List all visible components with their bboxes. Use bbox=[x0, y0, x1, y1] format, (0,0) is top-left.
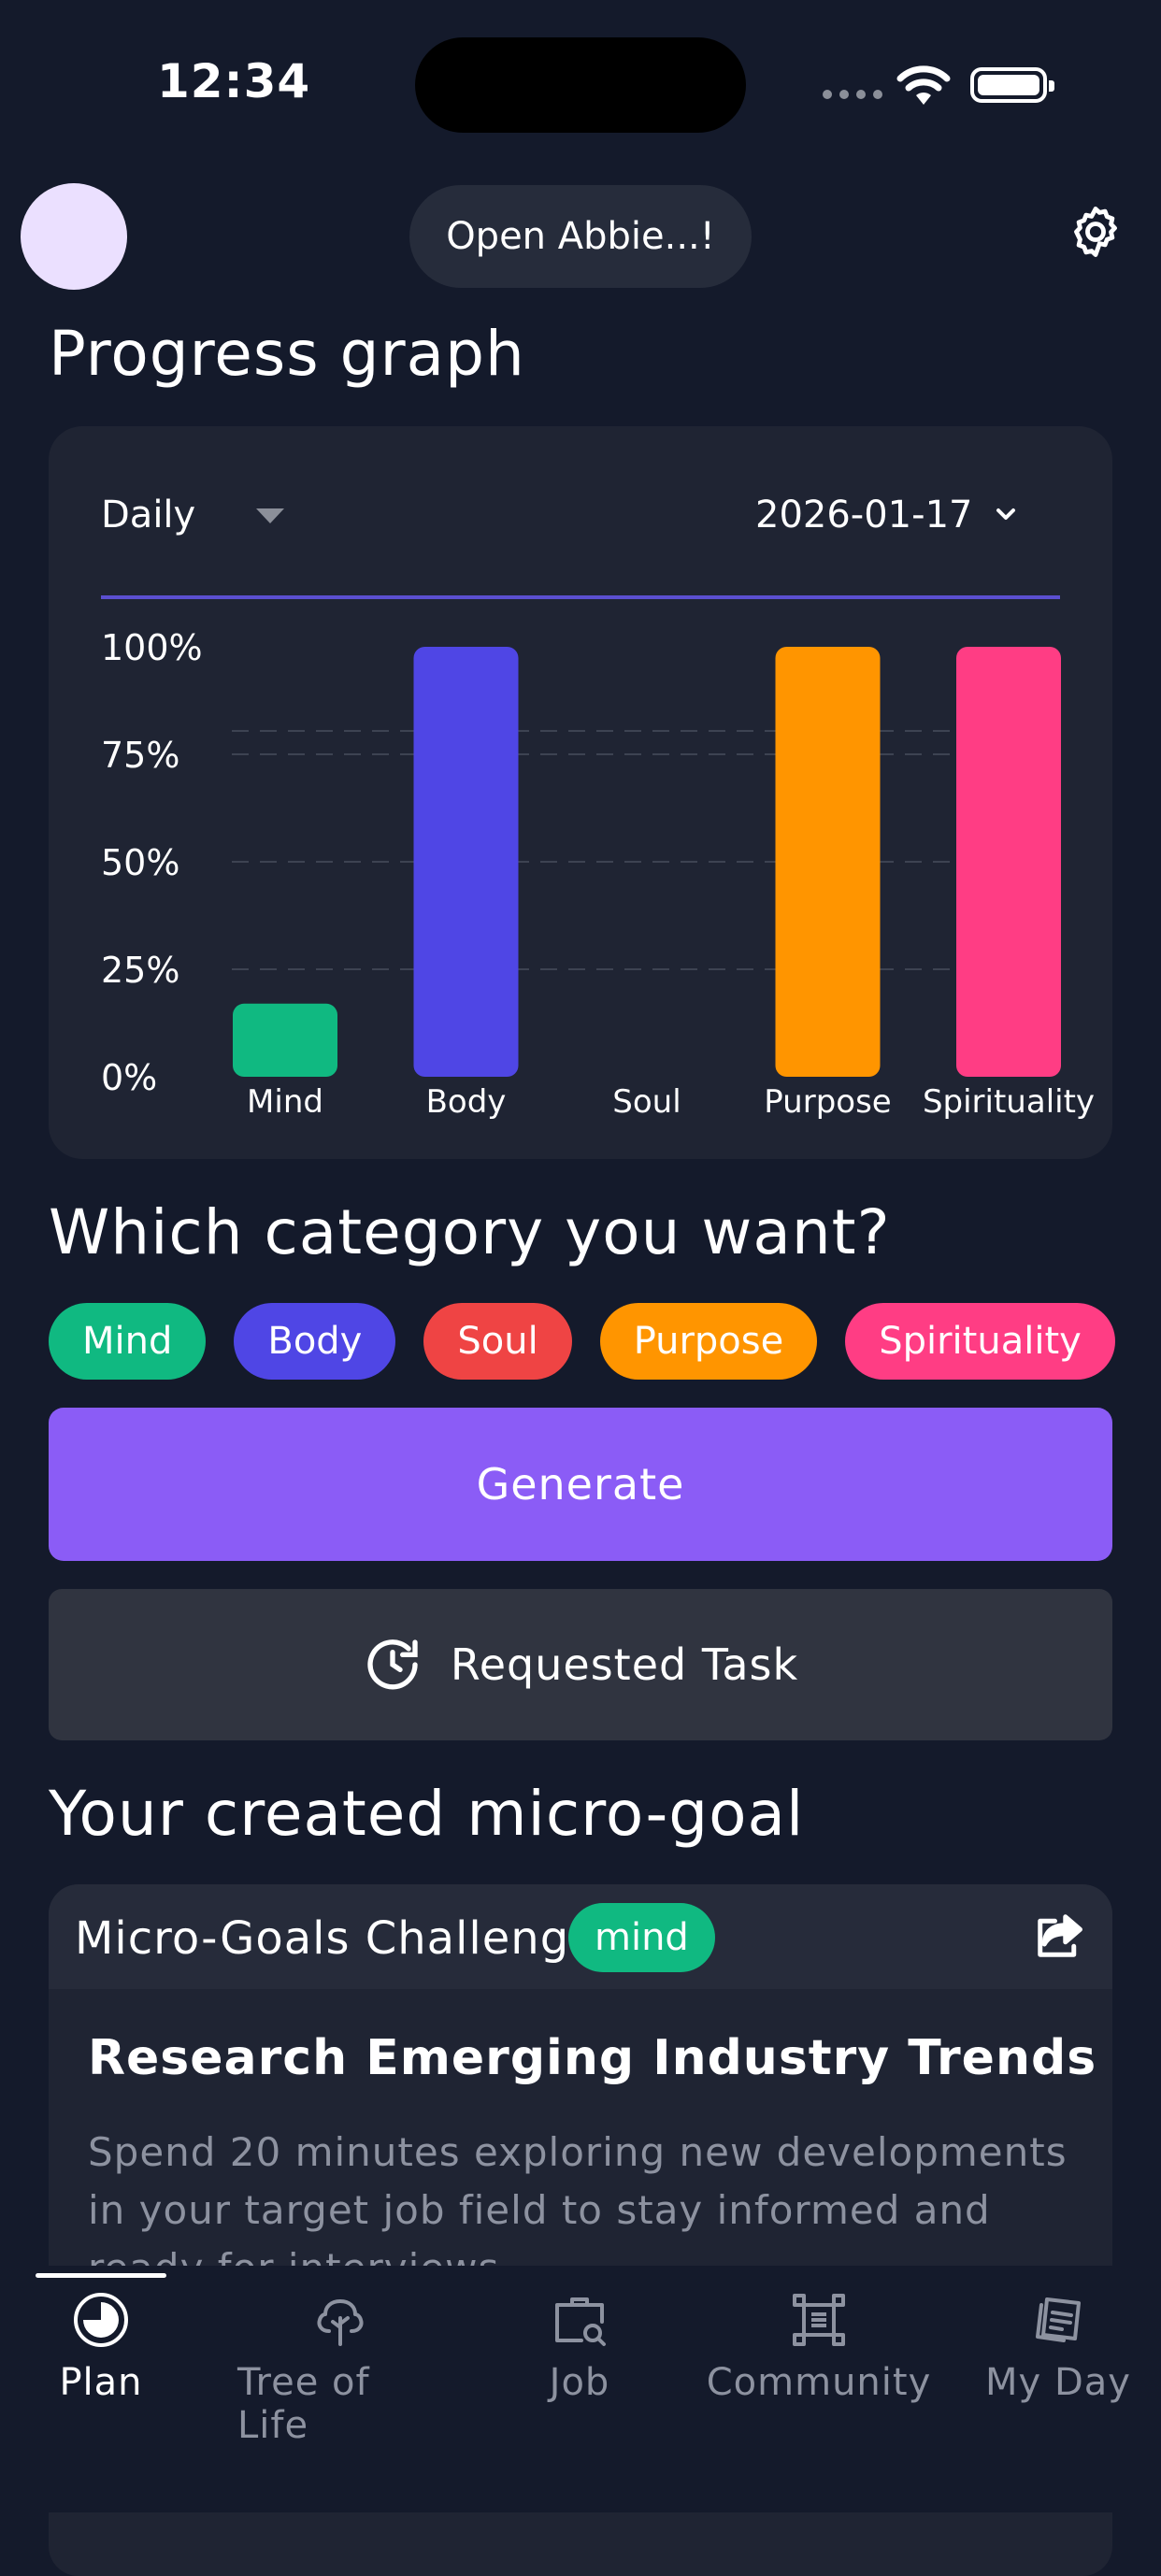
category-chip-soul[interactable]: Soul bbox=[423, 1303, 572, 1380]
caret-down-icon[interactable] bbox=[256, 508, 284, 523]
period-dropdown[interactable]: Daily bbox=[101, 494, 196, 537]
category-chip-purpose[interactable]: Purpose bbox=[599, 1303, 818, 1380]
y-tick-label: 75% bbox=[101, 735, 179, 776]
nav-label-my-day: My Day bbox=[985, 2361, 1131, 2404]
avatar[interactable] bbox=[21, 183, 127, 290]
requested-task-button[interactable]: Requested Task bbox=[49, 1589, 1112, 1740]
bar-spirituality bbox=[956, 647, 1061, 1077]
x-tick-label: Spirituality bbox=[923, 1083, 1095, 1121]
y-tick-label: 50% bbox=[101, 842, 179, 883]
pie-chart-icon bbox=[74, 2293, 128, 2347]
community-frame-icon bbox=[793, 2294, 845, 2346]
nav-item-plan[interactable]: Plan bbox=[0, 2290, 204, 2404]
y-tick-label: 100% bbox=[101, 627, 203, 668]
micro-goal-title: Your created micro-goal bbox=[49, 1778, 805, 1850]
wifi-icon bbox=[896, 65, 951, 105]
clock-refresh-icon bbox=[367, 1639, 418, 1690]
category-chip-body[interactable]: Body bbox=[234, 1303, 396, 1380]
category-title: Which category you want? bbox=[49, 1196, 891, 1268]
bar-body bbox=[413, 647, 519, 1077]
progress-graph-title: Progress graph bbox=[49, 318, 525, 390]
nav-label-community: Community bbox=[706, 2361, 932, 2404]
x-tick-label: Soul bbox=[612, 1083, 681, 1121]
nav-label-plan: Plan bbox=[59, 2361, 143, 2404]
dynamic-island bbox=[415, 37, 746, 133]
divider bbox=[101, 595, 1060, 599]
y-tick-label: 0% bbox=[101, 1057, 157, 1098]
nav-item-job[interactable]: Job bbox=[477, 2290, 682, 2404]
active-tab-indicator bbox=[36, 2273, 166, 2278]
tree-icon bbox=[317, 2299, 364, 2346]
status-time: 12:34 bbox=[157, 54, 311, 108]
bar-purpose bbox=[775, 647, 881, 1077]
nav-label-tree-of-life: Tree of Life bbox=[237, 2361, 370, 2447]
cellular-signal-icon bbox=[823, 90, 882, 99]
nav-item-tree-of-life[interactable]: Tree of Life bbox=[237, 2290, 443, 2447]
nav-item-community[interactable]: Community bbox=[707, 2290, 930, 2404]
goal-title: Research Emerging Industry Trends bbox=[88, 2030, 1097, 2086]
category-chip-spirituality[interactable]: Spirituality bbox=[845, 1303, 1115, 1380]
bar-mind bbox=[233, 1003, 337, 1077]
category-chips: Mind Body Soul Purpose Spirituality bbox=[49, 1303, 1115, 1380]
gear-icon[interactable] bbox=[1066, 202, 1125, 262]
y-tick-label: 25% bbox=[101, 950, 179, 991]
battery-icon bbox=[970, 67, 1054, 103]
x-tick-label: Purpose bbox=[764, 1083, 891, 1121]
goal-card-header-label: Micro-Goals Challenge bbox=[75, 1912, 598, 1965]
progress-bar-chart: 0% 25% 50% 75% 100% Mind Body Soul Purpose Spirit… bbox=[101, 627, 1095, 1121]
chevron-down-icon[interactable] bbox=[993, 501, 1019, 527]
nav-item-my-day[interactable]: My Day bbox=[955, 2290, 1161, 2404]
open-abbie-button[interactable]: Open Abbie...! bbox=[409, 185, 752, 288]
cards-icon bbox=[1036, 2297, 1081, 2342]
requested-task-label: Requested Task bbox=[450, 1639, 799, 1690]
nav-label-job: Job bbox=[549, 2361, 610, 2404]
generate-button[interactable]: Generate bbox=[49, 1408, 1112, 1561]
date-dropdown[interactable]: 2026-01-17 bbox=[755, 494, 973, 537]
goal-category-tag: mind bbox=[568, 1903, 715, 1972]
category-chip-mind[interactable]: Mind bbox=[49, 1303, 207, 1380]
share-icon[interactable] bbox=[1034, 1912, 1084, 1959]
x-tick-label: Body bbox=[426, 1083, 507, 1121]
progress-card bbox=[49, 426, 1112, 1159]
x-tick-label: Mind bbox=[247, 1083, 323, 1121]
briefcase-search-icon bbox=[555, 2297, 606, 2346]
